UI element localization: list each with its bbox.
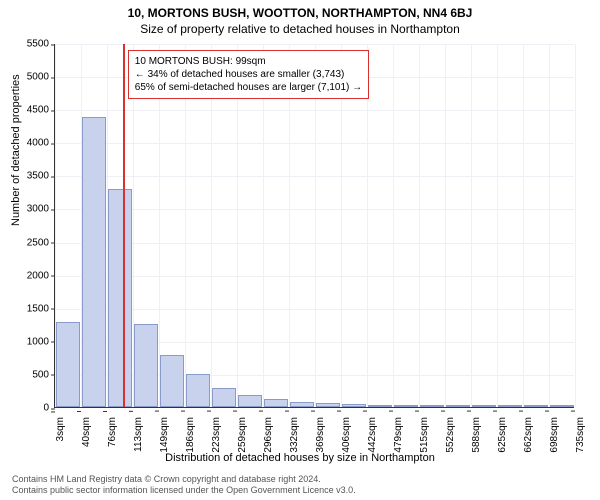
histogram-bar [108,189,132,407]
histogram-bar [498,405,522,407]
x-tick-label: 40sqm [81,411,92,447]
y-tick-label: 5500 [27,39,55,50]
histogram-bar [212,388,236,407]
histogram-bar [342,404,366,407]
x-tick-label: 442sqm [367,411,378,453]
histogram-bar [160,355,184,407]
x-tick-label: 588sqm [471,411,482,453]
histogram-bar [56,322,80,407]
gridline-v [523,44,524,407]
x-tick-label: 698sqm [549,411,560,453]
histogram-bar [264,399,288,407]
y-tick-label: 4500 [27,105,55,116]
gridline-v [445,44,446,407]
y-axis-label: Number of detached properties [10,74,22,226]
y-tick-label: 1500 [27,303,55,314]
x-tick-label: 296sqm [263,411,274,453]
gridline-v [575,44,576,407]
x-tick-label: 76sqm [107,411,118,447]
histogram-bar [472,405,496,407]
x-tick-label: 735sqm [575,411,586,453]
marker-callout: 10 MORTONS BUSH: 99sqm ← 34% of detached… [128,50,369,99]
x-tick-label: 369sqm [315,411,326,453]
histogram-bar [290,402,314,407]
footer-line: Contains public sector information licen… [12,485,356,496]
x-tick-label: 332sqm [289,411,300,453]
page-title-sub: Size of property relative to detached ho… [0,20,600,40]
y-tick-label: 500 [32,369,55,380]
y-tick-label: 5000 [27,72,55,83]
y-tick-label: 2500 [27,237,55,248]
x-tick-label: 406sqm [341,411,352,453]
footer-attribution: Contains HM Land Registry data © Crown c… [12,474,356,497]
callout-line: 10 MORTONS BUSH: 99sqm [135,55,362,68]
gridline-v [471,44,472,407]
histogram-bar [524,405,548,407]
callout-line: ← 34% of detached houses are smaller (3,… [135,68,362,81]
y-tick-label: 4000 [27,138,55,149]
histogram-chart: 10 MORTONS BUSH: 99sqm ← 34% of detached… [54,44,574,408]
histogram-bar [186,374,210,407]
histogram-bar [420,405,444,407]
y-tick-label: 3500 [27,171,55,182]
histogram-bar [550,405,574,407]
x-tick-label: 259sqm [237,411,248,453]
x-tick-label: 3sqm [55,411,66,441]
x-tick-label: 223sqm [211,411,222,453]
histogram-bar [368,405,392,407]
histogram-bar [446,405,470,407]
x-tick-label: 552sqm [445,411,456,453]
y-tick-label: 1000 [27,336,55,347]
histogram-bar [238,395,262,407]
histogram-bar [316,403,340,407]
x-tick-label: 662sqm [523,411,534,453]
histogram-bar [134,324,158,407]
gridline-v [497,44,498,407]
x-axis-label: Distribution of detached houses by size … [0,452,600,464]
callout-line: 65% of semi-detached houses are larger (… [135,81,362,94]
x-tick-label: 149sqm [159,411,170,453]
gridline-v [419,44,420,407]
y-tick-label: 3000 [27,204,55,215]
x-tick-label: 113sqm [133,411,144,452]
x-tick-label: 625sqm [497,411,508,453]
property-marker-line [123,44,125,407]
gridline-v [549,44,550,407]
footer-line: Contains HM Land Registry data © Crown c… [12,474,356,485]
x-tick-label: 515sqm [419,411,430,453]
histogram-bar [82,117,106,407]
page-title-address: 10, MORTONS BUSH, WOOTTON, NORTHAMPTON, … [0,0,600,20]
x-tick-label: 479sqm [393,411,404,453]
x-tick-label: 186sqm [185,411,196,453]
histogram-bar [394,405,418,407]
y-tick-label: 2000 [27,270,55,281]
gridline-v [393,44,394,407]
